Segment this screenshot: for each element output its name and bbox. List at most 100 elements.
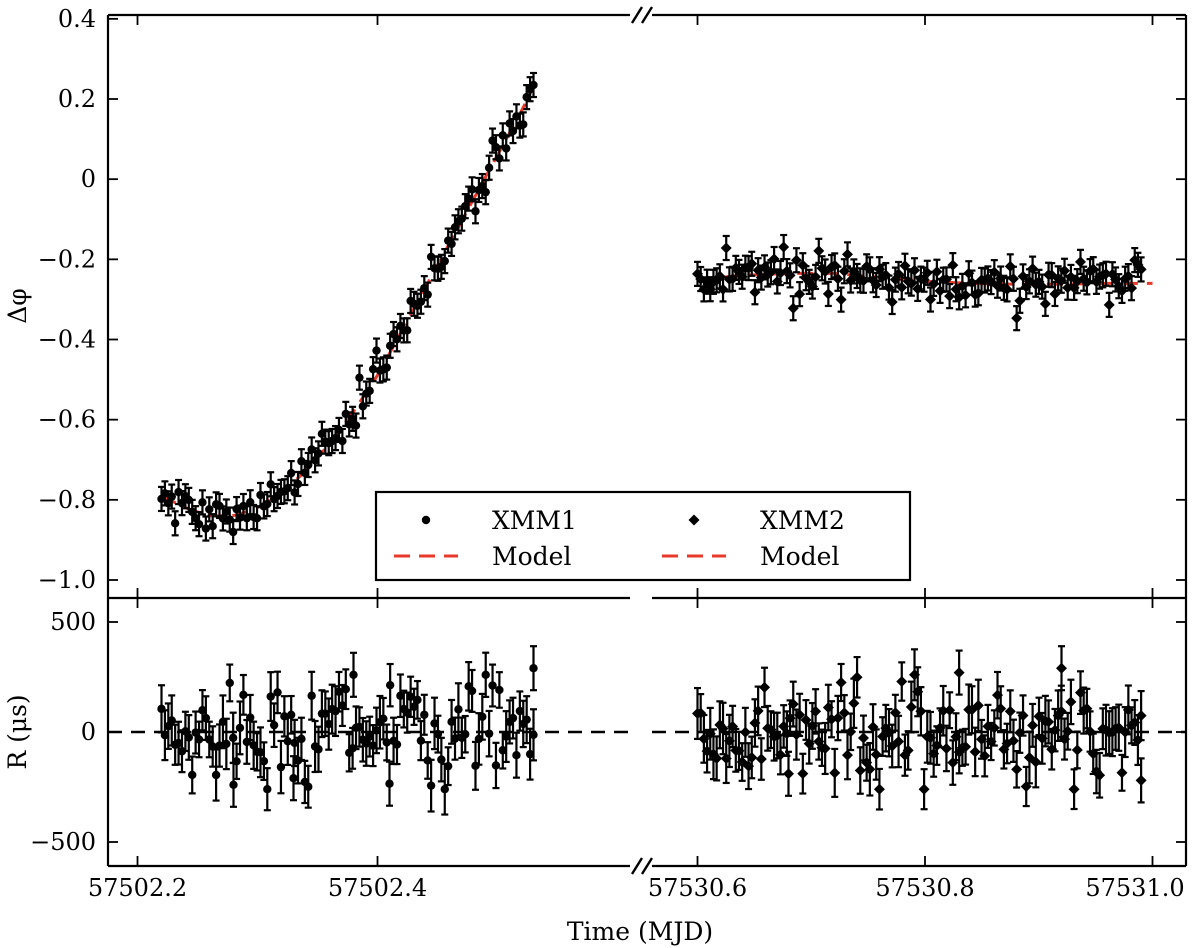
data-point-xmm1 (461, 201, 470, 211)
residual-point-xmm2 (794, 709, 806, 721)
residual-point-xmm2 (1043, 716, 1055, 728)
data-point-xmm1 (188, 507, 197, 517)
data-point-xmm1 (252, 514, 262, 523)
data-point-xmm2 (1007, 273, 1019, 285)
residual-point-xmm1 (239, 690, 248, 700)
residual-point-xmm1 (269, 720, 279, 730)
residual-point-xmm1 (324, 719, 333, 729)
residual-point-xmm2 (893, 735, 905, 747)
residual-point-xmm1 (349, 670, 358, 679)
data-point-xmm2 (947, 259, 959, 271)
y-tick-label-top: −0.4 (38, 326, 96, 354)
data-point-xmm2 (822, 288, 834, 300)
data-point-xmm1 (218, 514, 228, 523)
residual-point-xmm1 (225, 678, 234, 688)
data-point-xmm2 (931, 266, 943, 278)
residual-point-xmm1 (491, 761, 501, 770)
residual-point-xmm1 (512, 750, 521, 760)
residual-point-xmm2 (851, 671, 863, 683)
residual-point-xmm1 (481, 670, 490, 679)
data-point-xmm1 (167, 492, 176, 501)
axis-break-mark (630, 857, 644, 875)
residual-point-xmm1 (289, 774, 298, 783)
residual-point-xmm1 (201, 713, 211, 723)
residual-point-xmm2 (915, 705, 927, 717)
residual-point-xmm1 (198, 706, 207, 715)
legend-label: Model (760, 542, 839, 571)
data-point-xmm2 (832, 273, 844, 285)
residual-point-xmm1 (433, 729, 443, 739)
y-tick-label-top: −0.6 (38, 406, 96, 434)
residual-point-xmm2 (783, 768, 794, 780)
data-point-xmm2 (790, 254, 802, 266)
residual-point-xmm2 (759, 681, 771, 693)
data-point-xmm1 (484, 163, 494, 172)
residual-point-xmm1 (385, 779, 394, 788)
residual-point-xmm1 (420, 710, 429, 719)
residual-point-xmm2 (1135, 774, 1147, 786)
data-point-xmm1 (263, 499, 272, 509)
y-tick-label-top: −0.2 (38, 245, 96, 273)
residual-point-xmm2 (829, 767, 841, 779)
residual-point-xmm1 (362, 739, 371, 748)
residual-point-xmm1 (430, 719, 439, 728)
residual-point-xmm1 (184, 733, 194, 742)
x-tick-label: 57531.0 (1085, 874, 1184, 902)
axes-frames (106, 6, 1188, 875)
data-point-xmm1 (331, 433, 340, 443)
y-tick-label-bottom: 0 (81, 718, 96, 746)
y-tick-label-bottom: 500 (50, 608, 96, 636)
residual-point-xmm2 (1030, 756, 1042, 768)
data-point-xmm1 (286, 468, 296, 478)
data-point-xmm1 (372, 346, 381, 355)
data-point-xmm1 (481, 187, 490, 197)
y-tick-label-top: −1.0 (38, 566, 96, 594)
data-point-xmm2 (784, 269, 796, 281)
residual-point-xmm1 (290, 738, 299, 748)
y-tick-label-top: 0 (81, 165, 96, 193)
residual-point-xmm1 (160, 730, 170, 740)
ticks-and-labels: 0.4 0.2 0 −0.2 −0.4 −0.6 −0.8 −1.0 500 0 −500 57502… (3, 5, 1186, 946)
residual-point-xmm1 (495, 685, 504, 695)
residual-point-xmm1 (392, 740, 402, 749)
residual-point-xmm1 (283, 737, 292, 746)
data-point-xmm2 (944, 290, 956, 302)
residual-point-xmm2 (717, 722, 729, 734)
residual-point-xmm2 (739, 726, 751, 738)
residual-point-xmm2 (1055, 705, 1067, 717)
residual-point-xmm2 (857, 732, 869, 744)
data-point-xmm1 (338, 436, 347, 446)
data-point-xmm2 (1014, 295, 1026, 307)
residual-point-xmm1 (334, 687, 344, 696)
residual-point-xmm2 (845, 726, 857, 738)
data-point-xmm1 (304, 460, 313, 470)
data-point-xmm2 (960, 289, 972, 301)
residual-point-xmm2 (1071, 744, 1083, 756)
residual-point-xmm2 (787, 698, 799, 710)
residual-point-xmm1 (286, 710, 296, 720)
residual-point-xmm1 (484, 729, 494, 738)
data-point-xmm2 (896, 281, 908, 293)
data-point-xmm2 (921, 267, 933, 279)
residual-point-xmm2 (810, 705, 822, 717)
legend-marker-xmm2 (688, 514, 700, 526)
data-point-xmm1 (382, 363, 391, 372)
data-point-xmm1 (198, 498, 207, 507)
residual-point-xmm1 (416, 736, 426, 745)
data-point-xmm2 (1011, 312, 1023, 324)
residual-point-xmm2 (905, 701, 917, 713)
data-point-xmm1 (300, 468, 310, 478)
data-point-xmm2 (1036, 281, 1048, 293)
data-point-xmm2 (838, 265, 850, 277)
residual-point-xmm1 (426, 781, 436, 790)
residual-point-xmm2 (752, 705, 764, 717)
residual-point-xmm1 (525, 749, 535, 759)
residual-point-xmm2 (819, 742, 831, 754)
residual-point-xmm2 (1011, 763, 1023, 775)
residual-point-xmm1 (529, 664, 538, 673)
residual-point-xmm2 (1065, 696, 1077, 708)
residual-point-xmm2 (746, 751, 758, 763)
data-point-xmm1 (423, 290, 432, 299)
residual-point-xmm1 (368, 741, 378, 750)
